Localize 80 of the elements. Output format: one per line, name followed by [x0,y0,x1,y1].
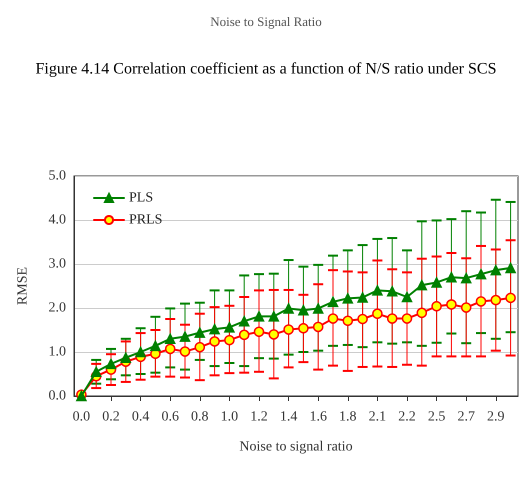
point [298,304,309,316]
legend-label: PRLS [129,212,162,228]
x-tick-label: 1.8 [339,410,357,424]
point [505,292,516,304]
point [402,313,412,324]
x-tick-label: 2.9 [487,410,505,424]
point [446,299,457,310]
point [180,331,190,342]
point [460,272,472,284]
point [254,326,264,338]
point [328,296,338,308]
point [180,346,190,357]
y-tick-label: 3.0 [48,256,66,272]
x-tick-label: 0.8 [191,410,209,424]
chart-title: Figure 4.14 Correlation coefficient as a function of N/S ratio under SCS [36,60,496,78]
x-axis-title: Noise to signal ratio [239,440,353,454]
point [135,346,146,358]
point [238,316,250,326]
point [342,293,354,304]
point [446,272,457,282]
y-tick-label: 0.0 [48,388,66,404]
point [476,296,486,307]
point [194,342,206,352]
point [90,366,102,378]
point [402,292,412,302]
point [386,313,398,324]
point [312,322,324,332]
x-tick-label: 1.4 [280,410,298,424]
x-tick-label: 2.1 [368,410,386,424]
point [224,322,235,333]
point [209,336,220,347]
point [194,327,206,338]
y-axis-title: RMSE [16,266,30,306]
point [283,324,294,335]
point [372,308,383,319]
x-tick-label: 2.2 [398,410,416,424]
point [209,324,220,334]
x-tick-label: 0.6 [161,410,179,424]
point [386,286,398,297]
y-tick-label: 5.0 [48,168,66,184]
point [312,303,324,314]
point [357,314,368,324]
y-tick-label: 4.0 [48,212,66,228]
point [342,316,354,326]
point [490,294,502,306]
point [490,264,502,276]
point [476,268,486,280]
point [150,340,161,352]
y-tick-label: 2.0 [48,300,66,316]
point [164,344,176,354]
x-tick-label: 0.4 [132,410,150,424]
point [298,322,309,334]
point [106,358,116,370]
point [460,302,472,313]
point [283,303,294,314]
point [357,292,368,303]
point [268,311,280,322]
point [164,334,176,344]
point [431,300,442,312]
x-tick-label: 1.0 [220,410,238,424]
point [505,262,516,274]
point [120,352,132,363]
y-tick-label: 1.0 [48,344,66,360]
point [328,313,338,324]
point [416,308,428,318]
point [431,277,442,288]
text: Noise to Signal Ratio [210,14,322,29]
point [268,329,280,340]
x-tick-label: 2.5 [428,410,446,424]
x-tick-label: 0.2 [102,410,120,424]
point [416,280,428,290]
x-tick-label: 1.2 [250,410,268,424]
x-tick-label: 0.0 [72,410,90,424]
x-tick-label: 2.7 [457,410,475,424]
x-tick-label: 1.6 [309,410,327,424]
legend-label: PLS [129,190,154,206]
point [224,334,235,346]
point [254,311,264,322]
point [372,285,383,296]
point [238,330,250,340]
